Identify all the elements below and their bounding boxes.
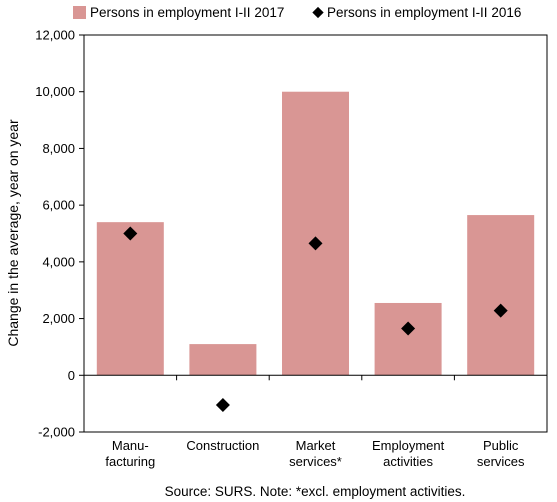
marker [123, 226, 138, 241]
bar [467, 215, 535, 376]
y-tick-label: 12,000 [35, 28, 75, 43]
y-axis-title: Change in the average, year on year [5, 119, 21, 347]
markers [123, 226, 508, 413]
x-category-label: Manu-facturing [105, 438, 155, 469]
legend-marker-diamond [312, 6, 324, 19]
y-tick-label: 6,000 [42, 198, 75, 213]
legend-label-markers: Persons in employment I-II 2016 [327, 5, 521, 20]
y-tick-label: -2,000 [38, 425, 75, 440]
marker [308, 236, 323, 251]
y-axis-ticks: -2,000 0 2,000 4,000 6,000 8,000 10,000 12,000 [35, 28, 455, 440]
marker [401, 321, 416, 336]
x-axis-labels: Manu-facturing Construction Market services… [105, 438, 525, 469]
bars [96, 91, 535, 376]
plot-area [83, 34, 548, 433]
x-category-label: Market services* [289, 438, 342, 469]
marker [215, 398, 230, 413]
x-category-label: Employment activities [372, 438, 445, 469]
bar [282, 91, 349, 376]
x-category-label: Construction [186, 438, 259, 453]
marker [493, 303, 508, 318]
source-note: Source: SURS. Note: *excl. employment ac… [165, 484, 466, 499]
legend-label-bars: Persons in employment I-II 2017 [90, 5, 284, 20]
x-category-label: Public services [477, 438, 525, 469]
bar [374, 302, 442, 376]
y-tick-label: 10,000 [35, 84, 75, 99]
y-tick-label: 2,000 [42, 311, 75, 326]
y-tick-label: 8,000 [42, 141, 75, 156]
legend-swatch-bars [73, 6, 86, 19]
y-tick-label: 0 [68, 368, 75, 383]
bar [189, 344, 257, 376]
bar [96, 222, 164, 376]
legend: Persons in employment I-II 2017 Persons … [73, 5, 521, 20]
y-tick-label: 4,000 [42, 254, 75, 269]
